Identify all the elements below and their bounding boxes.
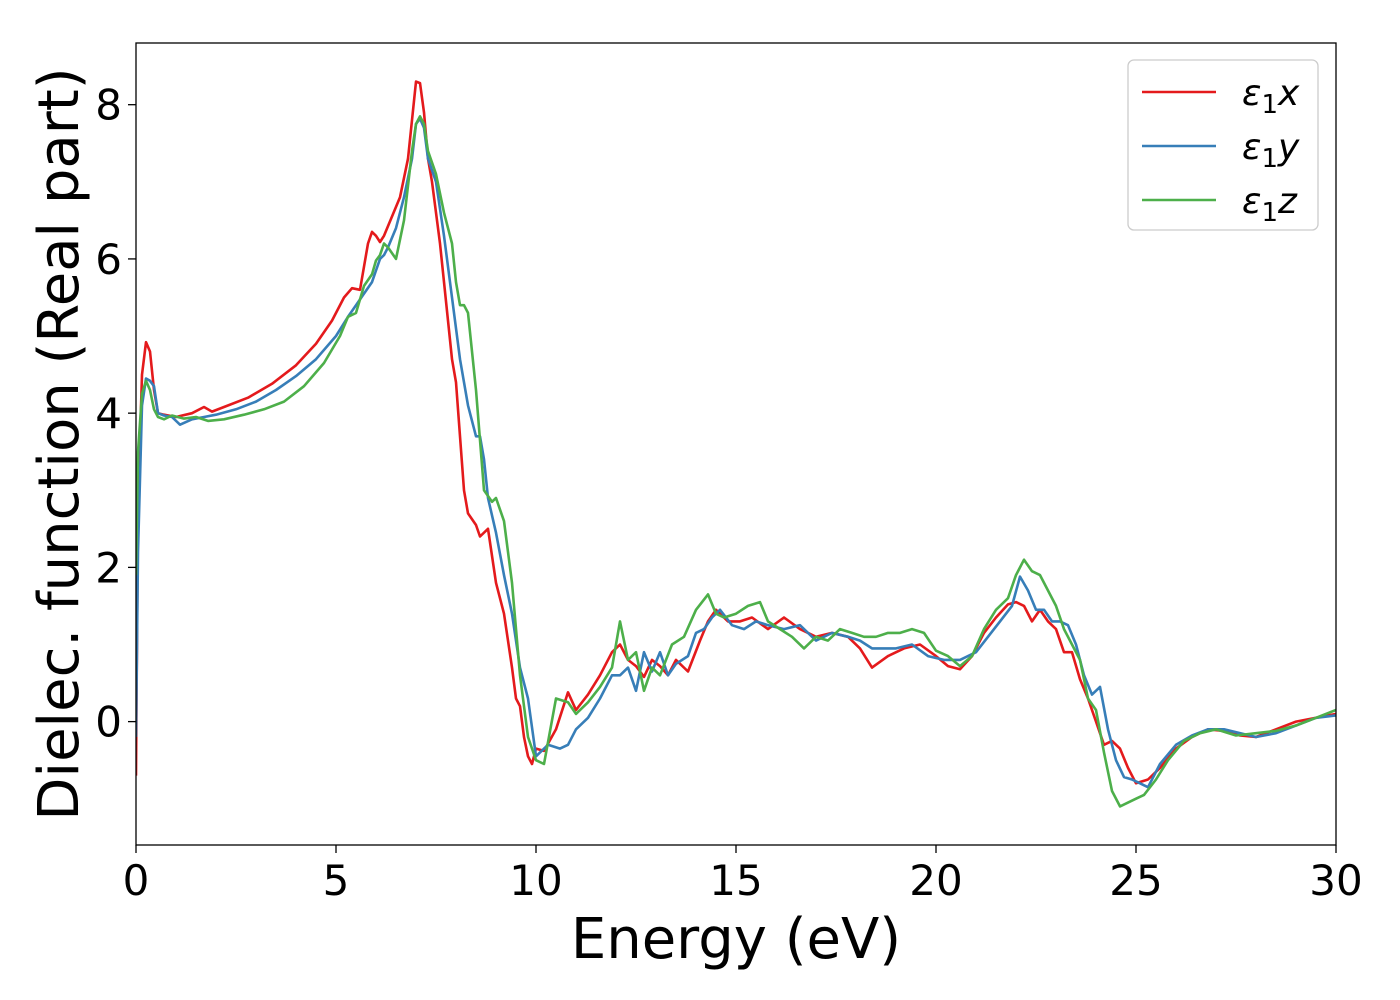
y-tick-label: 4 bbox=[95, 389, 122, 438]
series-line-3 bbox=[136, 115, 1336, 808]
y-tick-label: 6 bbox=[95, 235, 122, 284]
y-axis-label: Dielec. function (Real part) bbox=[27, 67, 92, 820]
legend-label-3: ε1z bbox=[1242, 181, 1298, 228]
legend: ε1x ε1y ε1z bbox=[1127, 59, 1319, 231]
series-line-1 bbox=[136, 80, 1336, 785]
x-tick-label: 5 bbox=[323, 856, 350, 905]
x-tick-label: 10 bbox=[509, 856, 562, 905]
y-tick-label: 8 bbox=[95, 81, 122, 130]
legend-label-2: ε1y bbox=[1242, 127, 1300, 174]
x-tick-label: 30 bbox=[1309, 856, 1362, 905]
x-tick-label: 25 bbox=[1109, 856, 1162, 905]
x-axis-label: Energy (eV) bbox=[571, 907, 901, 972]
y-tick-label: 2 bbox=[95, 543, 122, 592]
y-axis: 0 2 4 6 8 bbox=[95, 81, 136, 747]
x-tick-label: 15 bbox=[709, 856, 762, 905]
y-tick-label: 0 bbox=[95, 698, 122, 747]
series-layer bbox=[136, 80, 1336, 808]
legend-box bbox=[1127, 59, 1319, 231]
x-tick-label: 0 bbox=[123, 856, 150, 905]
x-tick-label: 20 bbox=[909, 856, 962, 905]
x-axis: 0 5 10 15 20 25 30 bbox=[123, 845, 1363, 905]
legend-label-1: ε1x bbox=[1242, 73, 1300, 120]
